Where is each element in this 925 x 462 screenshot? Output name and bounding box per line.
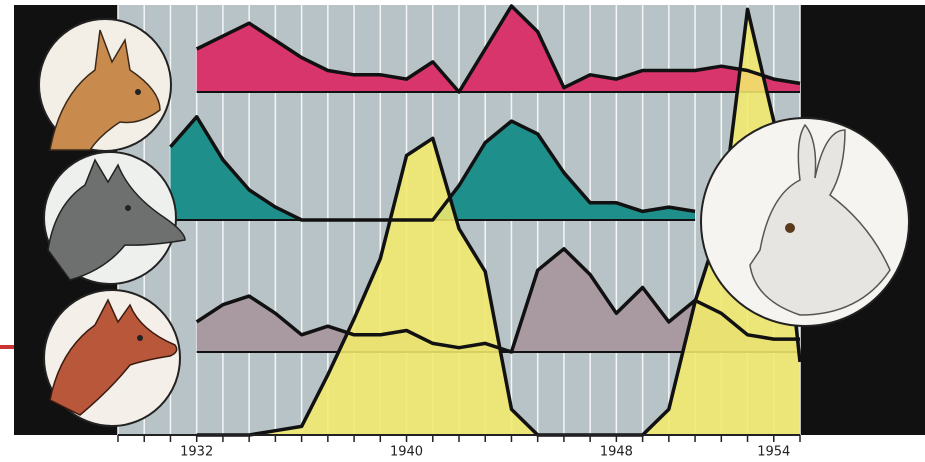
lynx-portrait (39, 19, 171, 151)
fox-portrait (44, 290, 180, 426)
x-tick-label: 1940 (390, 445, 423, 460)
x-tick-label: 1932 (180, 445, 213, 460)
x-tick-label: 1948 (600, 445, 633, 460)
hare-portrait (701, 118, 909, 326)
page: {"chart_data": {"type": "area", "x": [19… (0, 0, 925, 462)
edge-mark (0, 345, 14, 349)
x-tick-label: 1954 (757, 445, 790, 460)
chart: 1932 1940 1948 1954 (0, 0, 925, 462)
